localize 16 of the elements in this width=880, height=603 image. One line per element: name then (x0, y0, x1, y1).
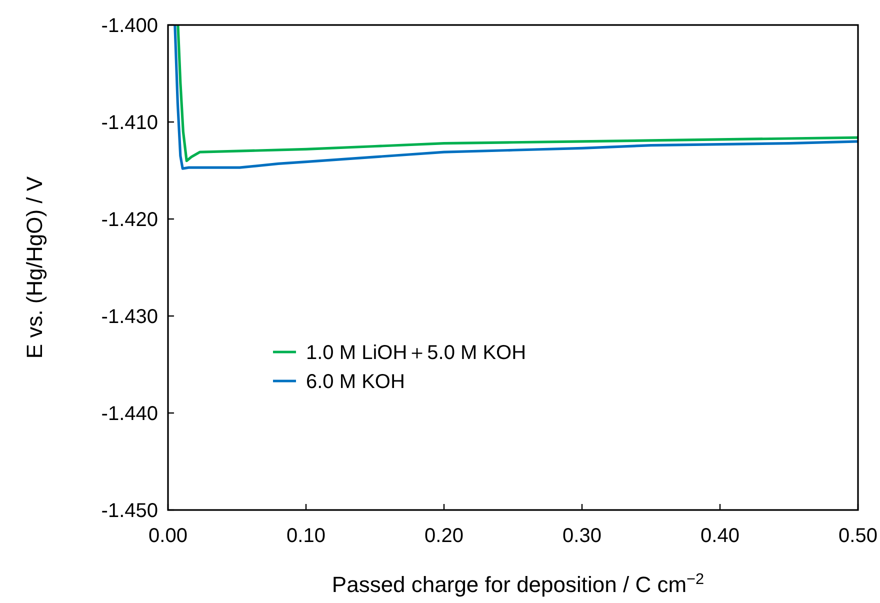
y-axis-title: E vs. (Hg/HgO) / V (22, 176, 47, 359)
x-axis-title: Passed charge for deposition / C cm$^{−2}$ (332, 570, 704, 597)
x-tick-label: 0.10 (286, 525, 326, 547)
y-tick-label: -1.410 (101, 112, 158, 134)
y-tick-label: -1.430 (101, 306, 158, 328)
x-tick-label: 0.00 (148, 525, 188, 547)
y-tick-label: -1.420 (101, 209, 158, 231)
legend-label: 6.0 M KOH (306, 371, 405, 393)
y-tick-label: -1.450 (101, 500, 158, 522)
x-tick-label: 0.20 (424, 525, 464, 547)
x-tick-label: 0.50 (838, 525, 878, 547)
legend-label: 1.0 M LiOH＋5.0 M KOH (306, 342, 526, 364)
y-tick-label: -1.400 (101, 15, 158, 37)
y-tick-label: -1.440 (101, 403, 158, 425)
x-tick-label: 0.40 (700, 525, 740, 547)
x-tick-label: 0.30 (562, 525, 602, 547)
